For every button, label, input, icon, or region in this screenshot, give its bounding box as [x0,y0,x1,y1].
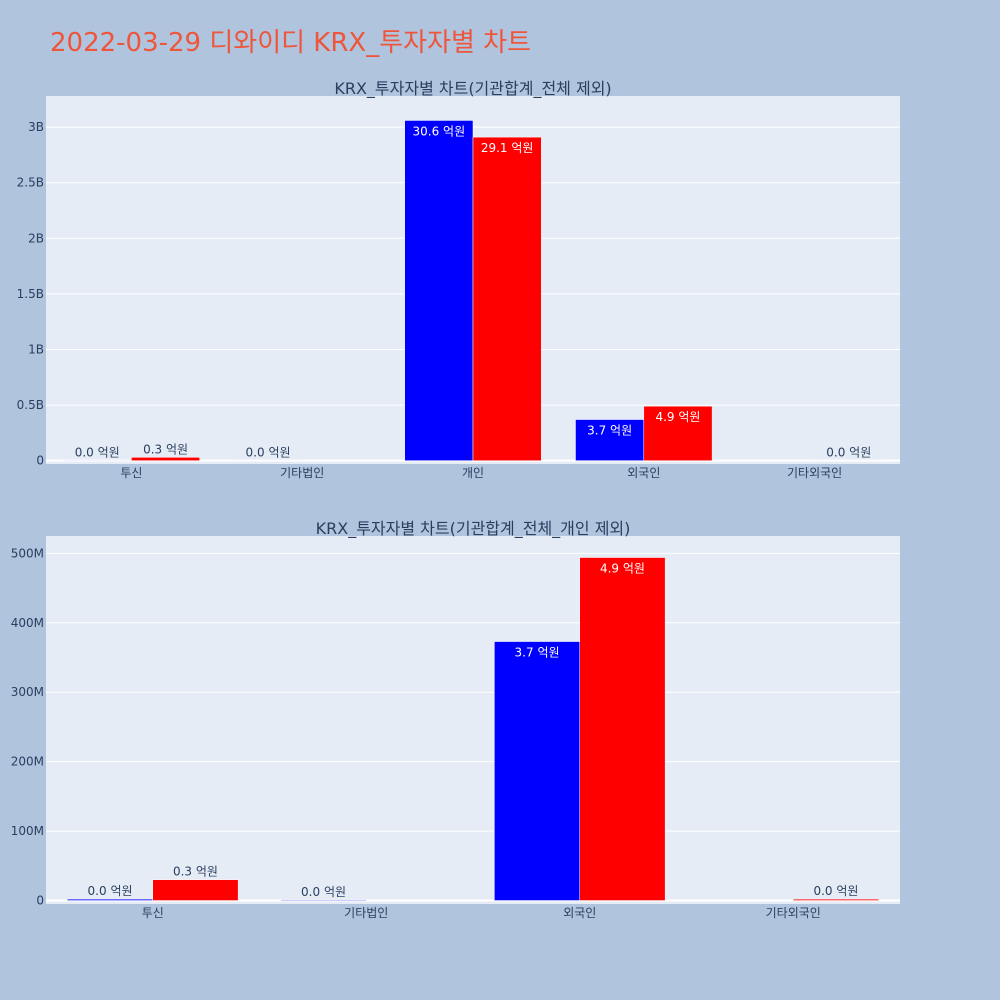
data-label: 0.0 억원 [246,446,291,460]
y-tick-label: 500M [11,546,44,560]
x-tick-label: 기타외국인 [766,906,821,920]
x-tick-label: 투신 [120,466,142,480]
data-label: 0.0 억원 [301,885,346,899]
data-label: 4.9 억원 [600,562,645,576]
bar-series-1 [575,419,645,461]
y-tick-label: 100M [11,824,44,838]
bar-series-2 [579,557,666,901]
data-label: 0.3 억원 [143,442,188,456]
bar-series-2 [472,136,542,461]
bar-series-2 [793,898,879,901]
y-tick-label: 300M [11,685,44,699]
chart-title: KRX_투자자별 차트(기관합계_전체 제외) [334,79,611,99]
data-label: 29.1 억원 [481,141,534,155]
bar-series-1 [404,120,474,461]
bar-series-2 [152,879,239,901]
data-label: 30.6 억원 [413,124,466,138]
data-label: 4.9 억원 [655,410,700,424]
x-tick-label: 기타외국인 [787,466,842,480]
x-tick-label: 기타법인 [344,906,388,920]
data-label: 0.0 억원 [88,884,133,898]
y-tick-label: 1.5B [17,287,44,301]
y-tick-label: 200M [11,755,44,769]
x-tick-label: 투신 [142,906,164,920]
y-tick-label: 2B [28,231,44,245]
bar-series-1 [494,641,581,901]
y-tick-label: 3B [28,120,44,134]
data-label: 0.0 억원 [75,445,120,459]
x-tick-label: 외국인 [563,906,596,920]
bar-series-1 [280,899,367,901]
y-tick-label: 0 [36,454,44,468]
y-tick-label: 400M [11,616,44,630]
bar-series-2 [643,405,713,461]
x-tick-label: 외국인 [627,466,660,480]
y-tick-label: 0 [36,894,44,908]
chart-investor-all: KRX_투자자별 차트(기관합계_전체 제외) 0 0.5B 1B 1.5B 2B 2.5B… [17,79,900,480]
bar-series-2 [131,457,200,461]
y-tick-label: 1B [28,342,44,356]
bar-series-1 [67,898,153,901]
data-label: 0.0 억원 [826,446,871,460]
plot-area [46,536,900,904]
data-label: 3.7 억원 [587,424,632,438]
y-tick-label: 2.5B [17,176,44,190]
y-tick-label: 0.5B [17,398,44,412]
page-title: 2022-03-29 디와이디 KRX_투자자별 차트 [50,28,532,58]
data-label: 3.7 억원 [515,646,560,660]
data-label: 0.3 억원 [173,865,218,879]
data-label: 0.0 억원 [813,884,858,898]
x-tick-label: 기타법인 [280,466,324,480]
x-tick-label: 개인 [462,466,484,480]
chart-title: KRX_투자자별 차트(기관합계_전체_개인 제외) [316,519,631,539]
